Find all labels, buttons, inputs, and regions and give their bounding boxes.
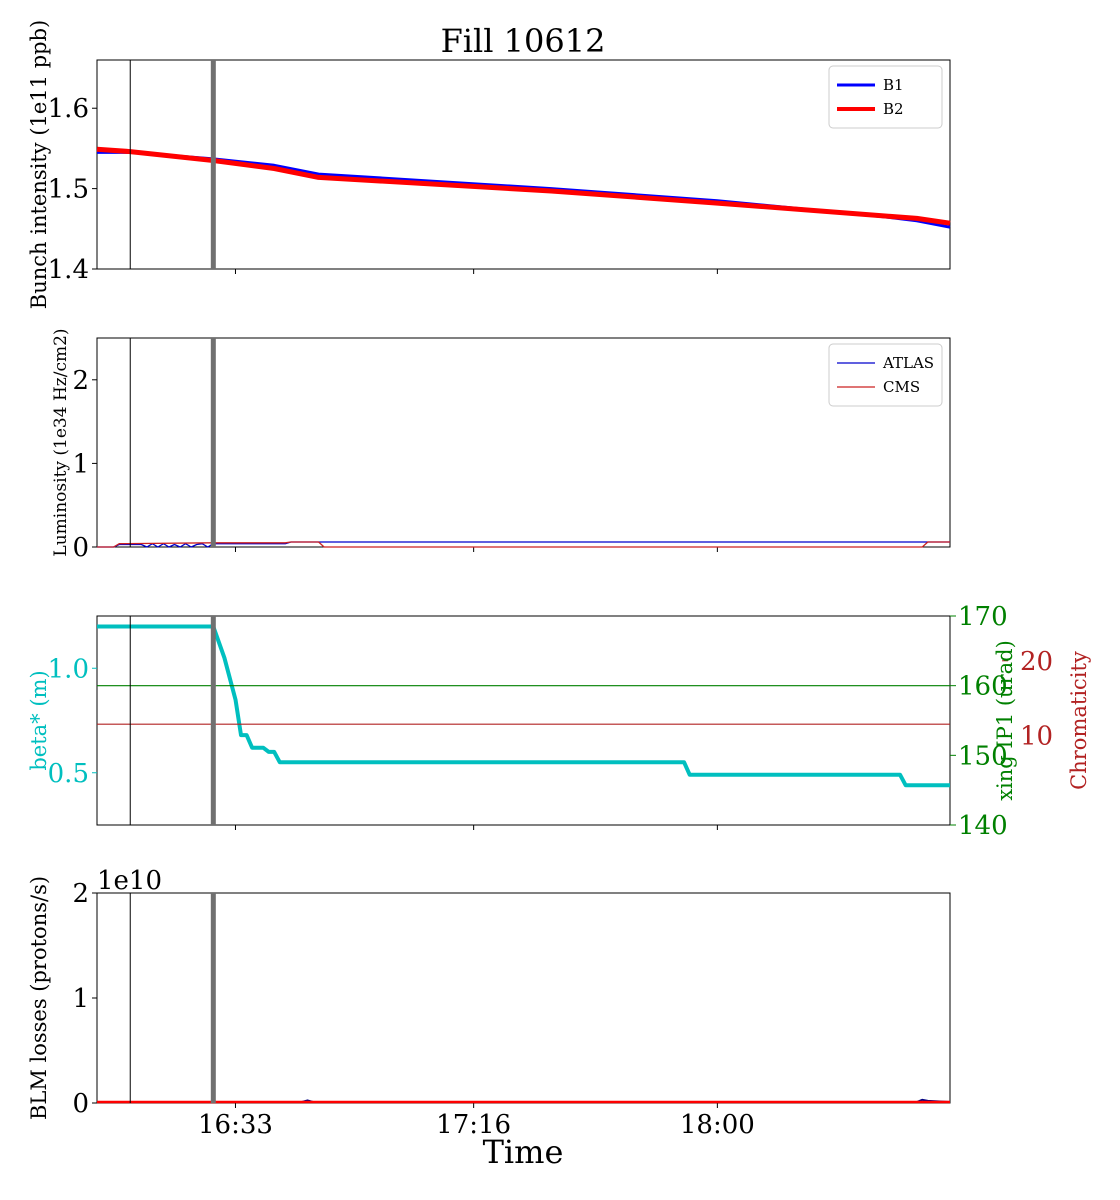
y-tick-label: 1.4 [48, 255, 89, 285]
chromaticity-axis-label: Chromaticity [1067, 651, 1091, 790]
right-y-tick-label: 170 [958, 602, 1008, 632]
y-tick-label: 2 [72, 366, 89, 396]
panel-2-frame [96, 337, 951, 548]
series-line-cms [97, 541, 950, 548]
panel-1-frame [96, 59, 951, 270]
y-tick-label: 1 [72, 984, 89, 1014]
panel-4-frame [96, 892, 951, 1104]
chromaticity-tick-label: 20 [1020, 647, 1053, 677]
panel-3-frame [96, 615, 951, 826]
x-tick-label: 18:00 [680, 1110, 755, 1140]
y-tick-label: 1.6 [48, 94, 89, 124]
right-y-tick-label: 140 [958, 811, 1008, 841]
right-y-tick-label: 150 [958, 741, 1008, 771]
y-axis-label: Bunch intensity (1e11 ppb) [27, 20, 51, 309]
x-tick-label: 17:16 [436, 1110, 511, 1140]
legend-label-b2: B2 [883, 100, 904, 118]
y-tick-label: 1 [72, 449, 89, 479]
series-line-beta [97, 624, 950, 788]
series-line-b2 [96, 146, 951, 226]
chromaticity-tick-label: 10 [1020, 721, 1053, 751]
y-tick-label: 2 [72, 879, 89, 909]
y-axis-label: Luminosity (1e34 Hz/cm2) [51, 328, 71, 556]
legend-box [828, 343, 943, 407]
y-tick-label: 1.0 [48, 654, 89, 684]
y-axis-label: BLM losses (protons/s) [27, 876, 51, 1120]
xing-axis-label: xing IP1 (urad) [993, 640, 1017, 801]
y-tick-label: 1.5 [48, 175, 89, 205]
legend-label-atlas: ATLAS [882, 354, 934, 372]
legend-box [828, 65, 943, 129]
y-tick-label: 0 [72, 1089, 89, 1119]
right-y-tick-label: 160 [958, 672, 1008, 702]
x-tick-label: 16:33 [198, 1110, 273, 1140]
x-axis-label: Time [483, 1133, 564, 1171]
legend-label-cms: CMS [883, 378, 920, 396]
figure-title: Fill 10612 [441, 22, 606, 60]
y-tick-label: 0.5 [48, 759, 89, 789]
legend-label-b1: B1 [883, 76, 904, 94]
y-axis-label: beta* (m) [27, 670, 51, 770]
y-tick-label: 0 [72, 533, 89, 563]
y-offset-text: 1e10 [97, 866, 162, 896]
series-line-atlas [97, 541, 950, 548]
